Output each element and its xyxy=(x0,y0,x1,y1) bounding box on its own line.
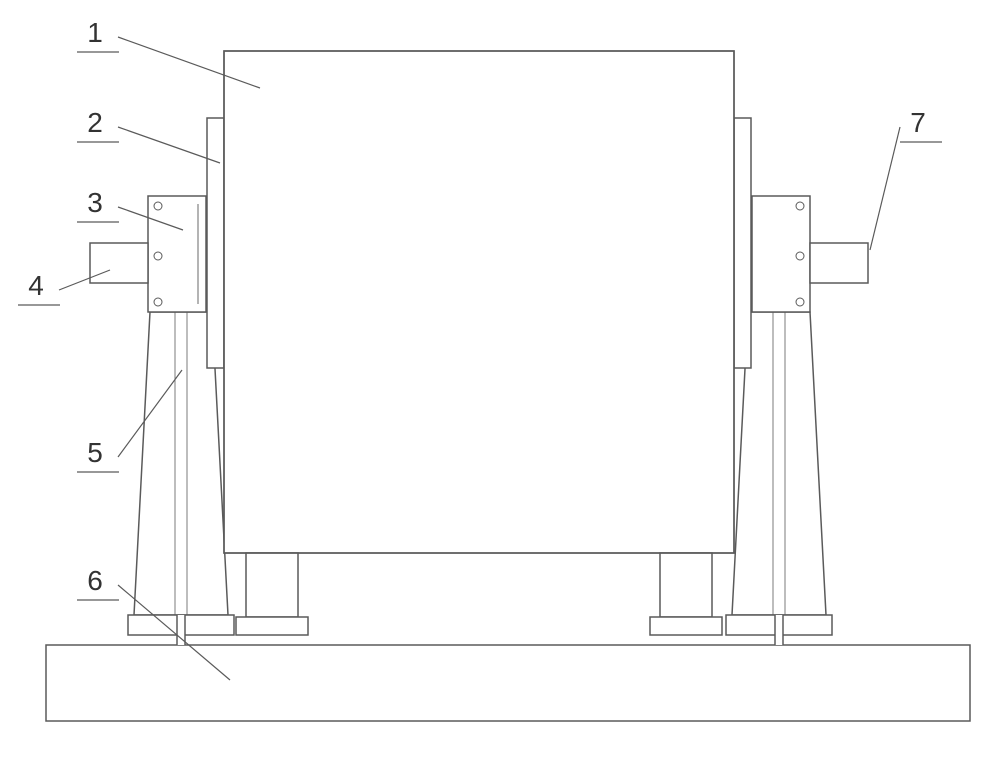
callout-label-7: 7 xyxy=(910,107,926,138)
left-flange-plate xyxy=(207,118,224,368)
leader-line-2 xyxy=(118,127,220,163)
callout-label-5: 5 xyxy=(87,437,103,468)
right-shaft xyxy=(810,243,868,283)
callout-label-4: 4 xyxy=(28,270,44,301)
body-leg-left xyxy=(246,553,298,617)
body-foot-right xyxy=(650,617,722,635)
callout-label-2: 2 xyxy=(87,107,103,138)
callout-label-6: 6 xyxy=(87,565,103,596)
left-shaft xyxy=(90,243,148,283)
bolt xyxy=(154,298,162,306)
callout-label-3: 3 xyxy=(87,187,103,218)
leader-line-7 xyxy=(870,127,900,250)
bolt xyxy=(154,252,162,260)
main-body xyxy=(224,51,734,553)
bolt xyxy=(154,202,162,210)
base-plate xyxy=(46,645,970,721)
body-foot-left xyxy=(236,617,308,635)
bolt xyxy=(796,298,804,306)
bolt xyxy=(796,252,804,260)
callout-label-1: 1 xyxy=(87,17,103,48)
body-leg-right xyxy=(660,553,712,617)
bolt xyxy=(796,202,804,210)
right-flange-plate xyxy=(734,118,751,368)
